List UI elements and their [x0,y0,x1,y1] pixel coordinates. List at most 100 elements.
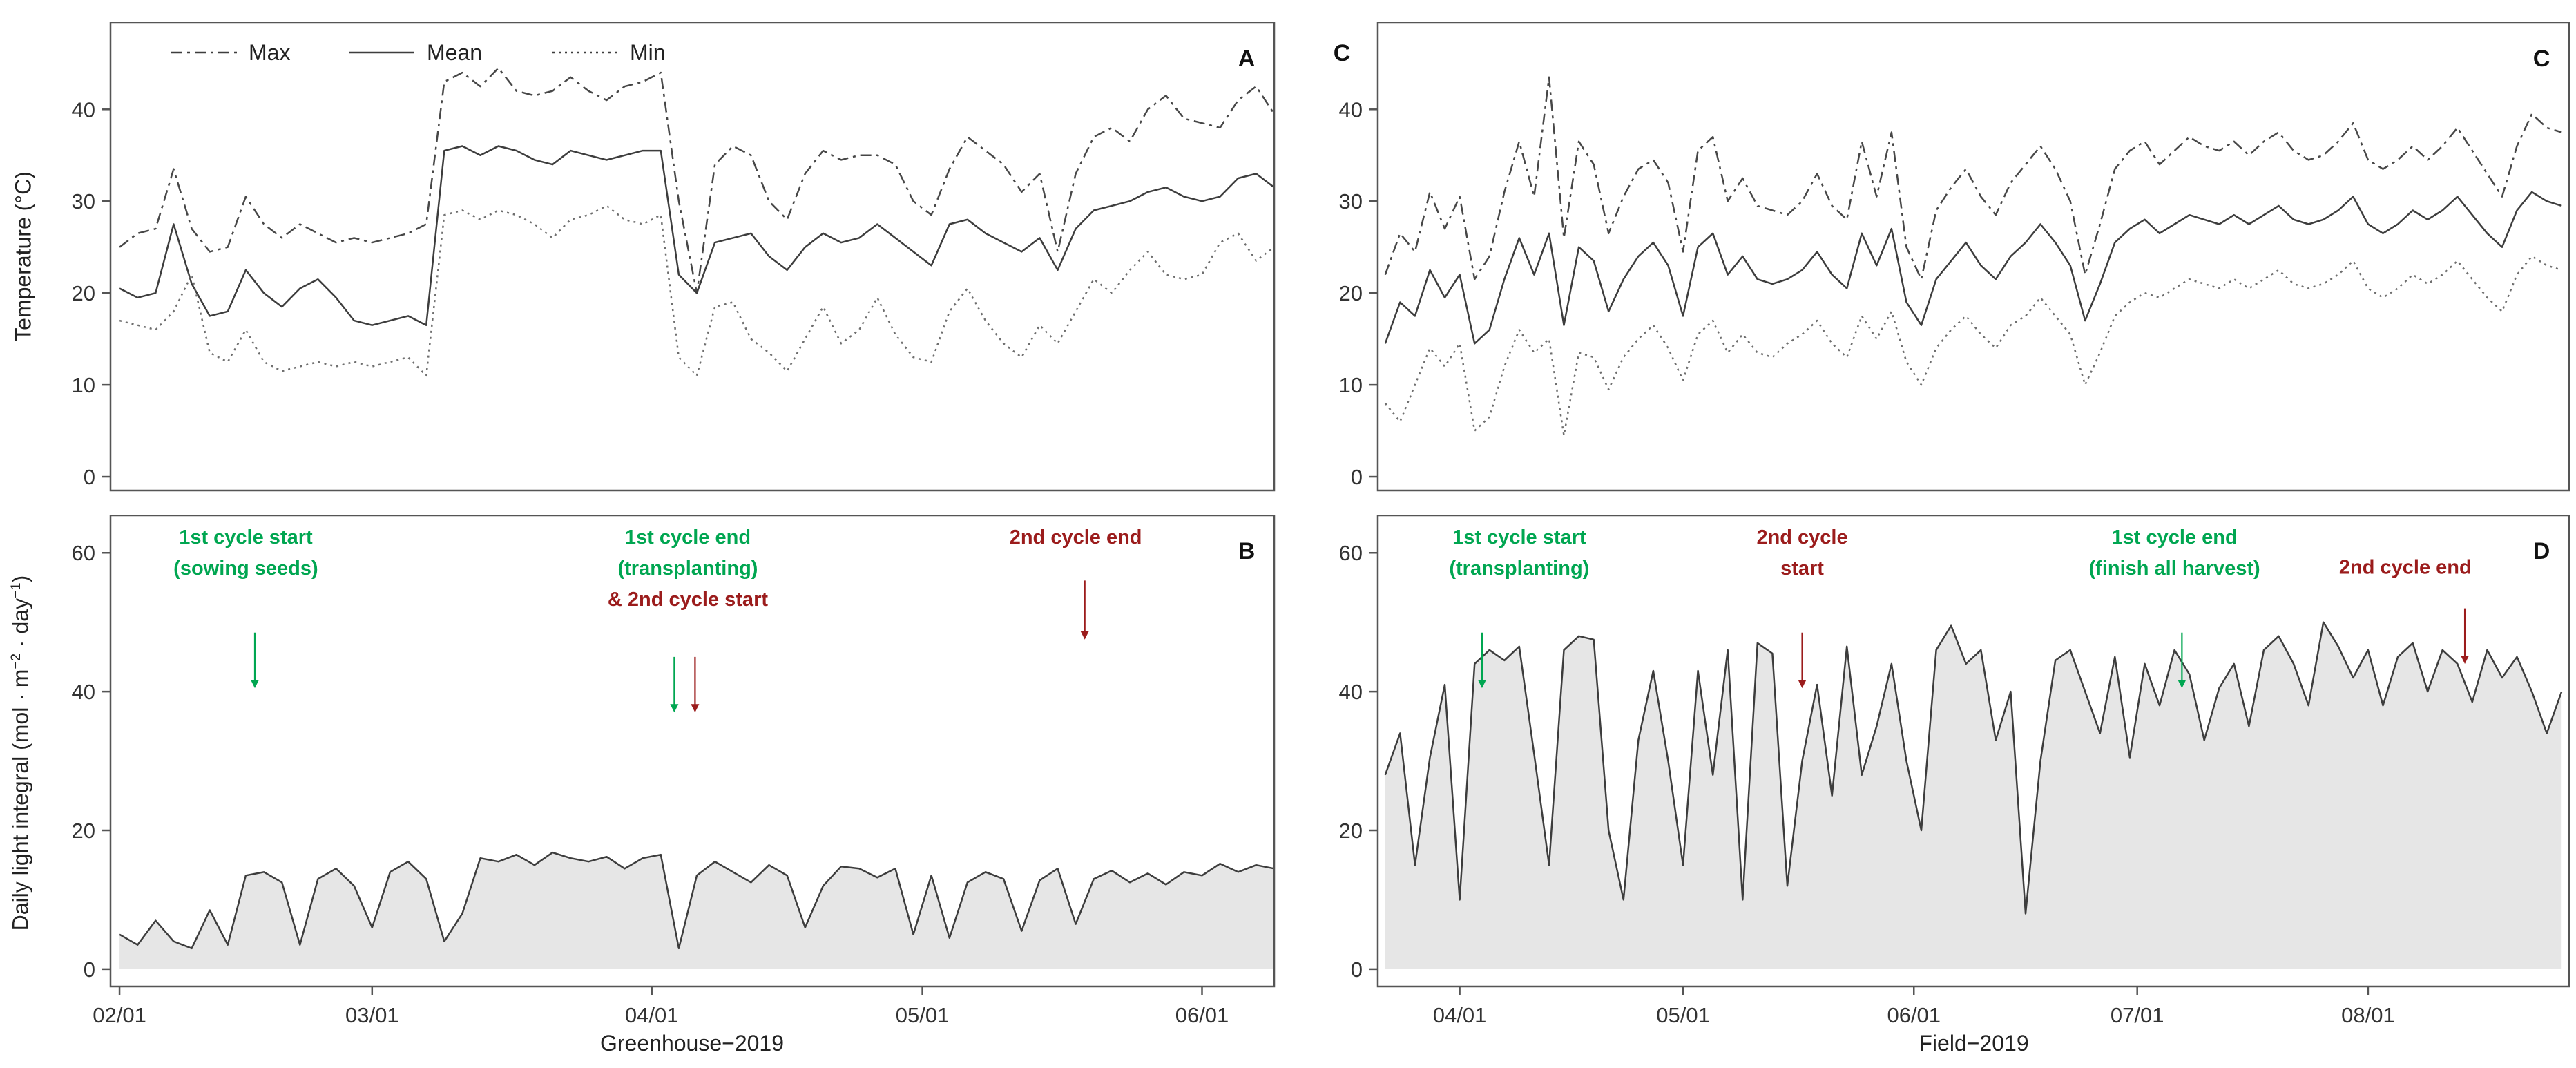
legend: Max Mean Min [171,40,666,65]
svg-text:20: 20 [72,281,95,305]
greenhouse-axis-title: Greenhouse−2019 [600,1031,784,1056]
mean-line [1384,191,2562,345]
x-axis: 04/01 05/01 06/01 07/01 08/01 [1433,986,2395,1027]
mean-line [119,145,1275,326]
svg-text:07/01: 07/01 [2111,1003,2164,1027]
panel-c-svg: 0 10 20 30 40 C C [1334,21,2570,492]
panel-letter-a: A [1238,46,1256,72]
series-group [119,851,1275,969]
panel-d-svg: 0 20 40 60 04/01 05/01 06/01 07/01 08/01 D 1st cyc… [1339,514,2570,1027]
series-group [1384,76,2562,437]
svg-text:30: 30 [72,189,95,213]
cycle-annotation: 2nd cycle start [1756,526,1848,689]
svg-text:(finish all harvest): (finish all harvest) [2089,557,2260,580]
svg-text:2nd cycle end: 2nd cycle end [1010,526,1142,549]
svg-text:1st cycle end: 1st cycle end [2112,526,2238,549]
panel-letter-d: D [2533,538,2550,564]
panel-border [1376,514,2570,988]
svg-text:0: 0 [1351,957,1363,982]
svg-text:& 2nd cycle start: & 2nd cycle start [608,589,768,611]
svg-text:1st cycle end: 1st cycle end [625,526,751,549]
cycle-annotation: 2nd cycle end [2339,556,2472,664]
max-line [119,67,1276,294]
svg-text:20: 20 [72,819,95,843]
panel-letter-b: B [1238,538,1256,564]
svg-text:04/01: 04/01 [625,1003,679,1027]
y-axis: 0 20 40 60 [72,541,110,982]
svg-text:60: 60 [1339,541,1363,565]
panel-letter-c: C [2533,46,2550,72]
svg-text:03/01: 03/01 [345,1003,399,1027]
y-axis: 0 10 20 30 40 [1339,97,1378,489]
svg-text:0: 0 [84,465,95,489]
greenhouse-temperature-panel: 0 10 20 30 40 Max Mean Min A [33,21,1280,499]
panel-a-svg: 0 10 20 30 40 Max Mean Min A [72,21,1276,492]
field-temperature-panel: 0 10 20 30 40 C C [1300,21,2575,499]
panel-border [109,21,1276,492]
svg-text:Min: Min [630,40,666,65]
panel-b-svg: 0 20 40 60 02/01 03/01 04/01 05/01 06/01 B 1st cyc… [72,514,1276,1027]
svg-text:40: 40 [72,97,95,122]
svg-text:20: 20 [1339,281,1363,305]
dli-axis-title-segment: ) [8,575,33,583]
temperature-axis-title: Temperature (°C) [10,171,36,341]
cycle-annotation: 1st cycle end (transplanting) & 2nd cycle … [608,526,768,713]
svg-text:(sowing seeds): (sowing seeds) [173,557,318,580]
svg-text:0: 0 [84,957,95,982]
dli-axis-title: Daily light integral (mol · m−2 · day−1) [8,575,34,931]
svg-text:1st cycle start: 1st cycle start [1452,526,1586,549]
series-group [119,67,1276,377]
cycle-annotation: 1st cycle start (transplanting) [1449,526,1589,689]
daily-light-integral-line [119,851,1275,950]
greenhouse-dli-panel: 0 20 40 60 02/01 03/01 04/01 05/01 06/01 B 1st cyc… [33,514,1280,1048]
panel-border [1376,21,2570,492]
cycle-annotation: 1st cycle end (finish all harvest) [2089,526,2260,689]
annotation-arrow-head [1798,680,1807,689]
svg-text:60: 60 [72,541,95,565]
annotation-arrow-head [2461,655,2470,664]
field-axis-title: Field−2019 [1919,1031,2029,1056]
svg-text:06/01: 06/01 [1887,1003,1941,1027]
svg-text:Max: Max [249,40,290,65]
svg-text:1st cycle start: 1st cycle start [179,526,313,549]
svg-text:(transplanting): (transplanting) [1449,557,1589,580]
svg-text:05/01: 05/01 [1656,1003,1710,1027]
annotation-arrow-head [250,680,259,689]
svg-text:(transplanting): (transplanting) [617,557,758,580]
svg-text:05/01: 05/01 [896,1003,950,1027]
annotation-arrow-head [670,704,679,713]
max-line [1384,76,2562,280]
svg-text:02/01: 02/01 [93,1003,146,1027]
dli-axis-title-segment: Daily light integral (mol · m [8,669,33,931]
cycle-annotation: 2nd cycle end [1010,526,1142,640]
svg-text:start: start [1780,557,1824,580]
panel-border [109,514,1276,988]
y-axis: 0 20 40 60 [1339,541,1378,982]
svg-text:04/01: 04/01 [1433,1003,1487,1027]
svg-text:10: 10 [1339,373,1363,397]
cycle-annotation: 1st cycle start (sowing seeds) [173,526,318,689]
dli-axis-title-segment: −1 [8,582,23,598]
x-axis: 02/01 03/01 04/01 05/01 06/01 [93,986,1229,1027]
daily-light-integral-line [1384,621,2563,915]
annotation-arrow-head [691,704,700,713]
svg-text:Mean: Mean [427,40,482,65]
svg-text:2nd cycle: 2nd cycle [1756,526,1847,549]
dli-area [1385,622,2562,969]
annotation-arrow-head [1477,680,1486,689]
panel-letter-extra: C [1334,40,1351,66]
svg-text:30: 30 [1339,189,1363,213]
svg-text:40: 40 [1339,97,1363,122]
svg-text:10: 10 [72,373,95,397]
annotation-arrow-head [1080,631,1089,640]
svg-text:06/01: 06/01 [1175,1003,1229,1027]
field-dli-panel: 0 20 40 60 04/01 05/01 06/01 07/01 08/01 D 1st cyc… [1300,514,2575,1048]
svg-text:40: 40 [1339,680,1363,704]
y-axis: 0 10 20 30 40 [72,97,110,489]
dli-axis-title-segment: −2 [8,653,23,669]
dli-area [119,852,1275,969]
min-line [1384,255,2562,437]
svg-text:08/01: 08/01 [2341,1003,2395,1027]
svg-text:2nd cycle end: 2nd cycle end [2339,556,2472,578]
